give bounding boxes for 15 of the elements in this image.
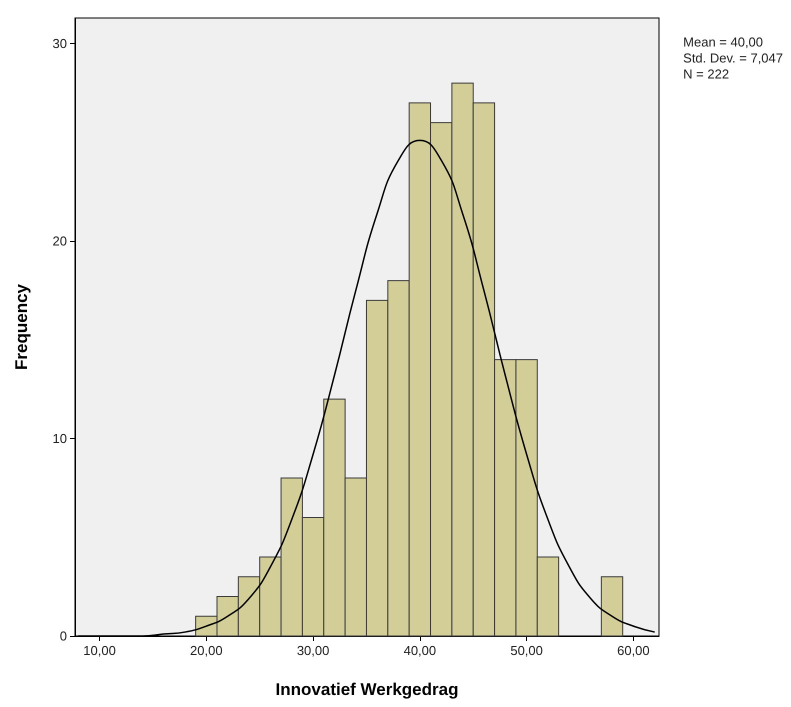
x-tick-label: 60,00 <box>617 643 650 658</box>
y-axis-title: Frequency <box>12 283 31 370</box>
x-tick-label: 20,00 <box>190 643 223 658</box>
y-tick-label: 20 <box>52 234 67 249</box>
text: Std. Dev. = 7,047 <box>683 50 784 66</box>
x-tick-label: 50,00 <box>510 643 543 658</box>
y-tick-label: 10 <box>52 431 67 446</box>
y-tick-label: 0 <box>60 628 67 644</box>
text: N = 222 <box>683 66 730 82</box>
x-axis-title: Innovatief Werkgedrag <box>276 680 458 699</box>
text: Mean = 40,00 <box>683 34 764 50</box>
y-tick-label: 30 <box>52 36 67 52</box>
x-tick-label: 10,00 <box>83 643 116 658</box>
x-tick-label: 30,00 <box>296 643 330 658</box>
x-tick-label: 40,00 <box>404 643 436 658</box>
